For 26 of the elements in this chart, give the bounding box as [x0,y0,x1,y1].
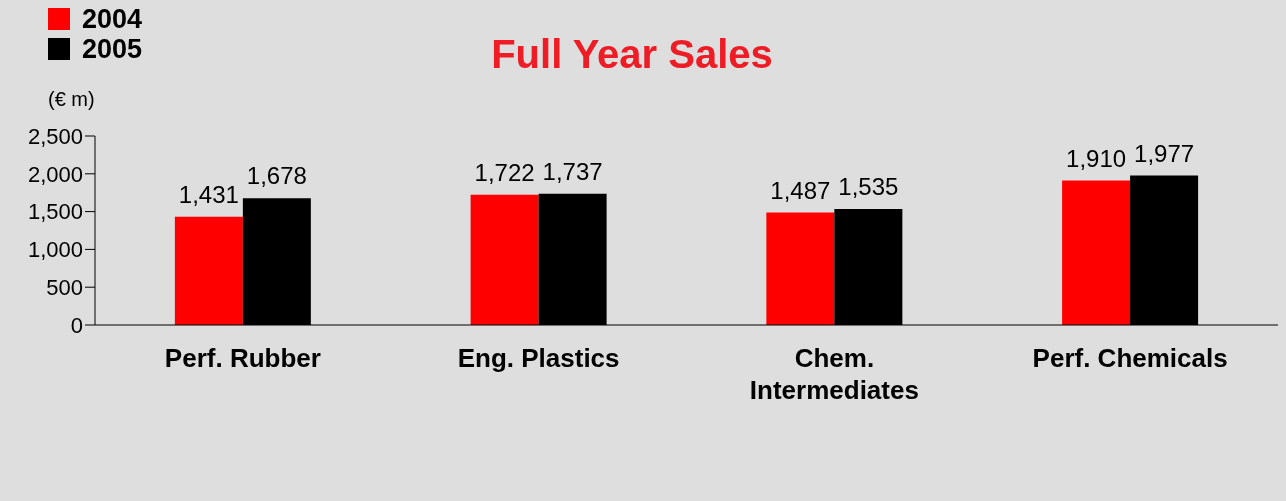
y-tick-label: 2,500 [27,123,83,149]
y-tick-label: 1,500 [27,199,83,225]
bar [1062,180,1131,325]
y-tick-label: 500 [46,275,83,301]
data-label: 1,535 [838,172,899,200]
data-label: 1,737 [542,157,603,185]
y-tick-label: 1,000 [27,237,83,263]
x-tick-label: Eng. Plastics [457,343,620,373]
chart-title: Full Year Sales [491,32,773,76]
y-tick-label: 2,000 [27,161,83,187]
y-axis-title: (€ m) [48,88,95,111]
y-tick-label: 0 [70,312,83,338]
x-tick-label: Perf. Rubber [164,343,321,373]
data-label: 1,722 [474,158,535,186]
bar [470,194,539,325]
data-label: 1,487 [770,176,831,204]
legend-label: 2005 [82,34,143,64]
data-label: 1,431 [178,180,239,208]
bar [766,212,835,325]
data-label: 1,910 [1066,144,1127,172]
bar [174,216,243,325]
x-tick-label: Perf. Chemicals [1032,343,1228,373]
data-label: 1,977 [1134,139,1195,167]
x-tick-label: Chem. Intermediates [749,343,919,405]
data-label: 1,678 [246,162,307,190]
legend-label: 2004 [82,4,143,34]
